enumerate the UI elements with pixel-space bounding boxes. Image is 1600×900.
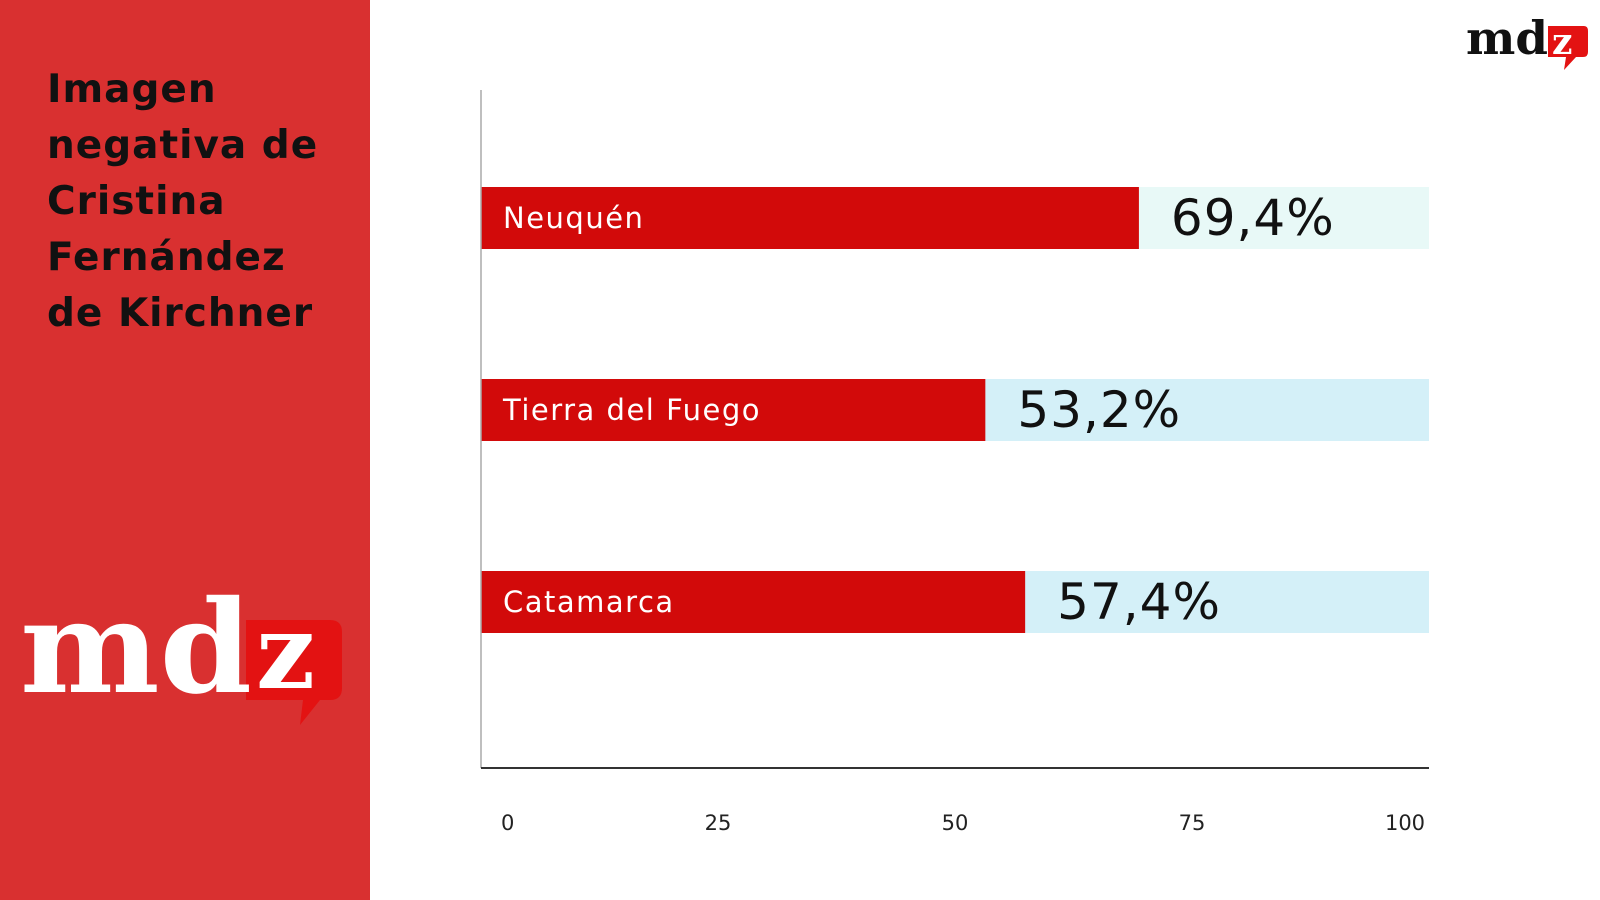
category-label: Neuquén	[503, 201, 644, 235]
title-line: de Kirchner	[47, 291, 314, 336]
mdz-logo-small: md z	[1466, 14, 1588, 70]
x-tick-label: 50	[942, 811, 969, 835]
chart-title: Imagen negativa de Cristina Fernández de…	[47, 62, 357, 342]
x-tick-label: 100	[1385, 811, 1425, 835]
sidebar-panel: Imagen negativa de Cristina Fernández de…	[0, 0, 370, 900]
data-label: 57,4%	[1057, 573, 1221, 631]
bar	[481, 379, 986, 441]
data-label: 53,2%	[1017, 381, 1181, 439]
x-tick-label: 75	[1179, 811, 1206, 835]
x-tick-label: 25	[705, 811, 732, 835]
category-label: Catamarca	[503, 585, 675, 619]
title-line: negativa de	[47, 123, 319, 168]
logo-wordmark-md: md	[20, 580, 252, 723]
title-line: Cristina	[47, 179, 226, 224]
logo-wordmark-z: z	[256, 590, 315, 713]
x-tick-label: 0	[501, 811, 514, 835]
title-line: Imagen	[47, 67, 217, 112]
bar	[481, 187, 1139, 249]
mdz-logo-large: md z	[20, 580, 342, 725]
bar	[481, 571, 1026, 633]
title-line: Fernández	[47, 235, 286, 280]
logo-wordmark-z: z	[1552, 21, 1572, 63]
category-label: Tierra del Fuego	[502, 393, 761, 427]
logo-wordmark-md: md	[1466, 14, 1548, 65]
data-label: 69,4%	[1171, 189, 1335, 247]
